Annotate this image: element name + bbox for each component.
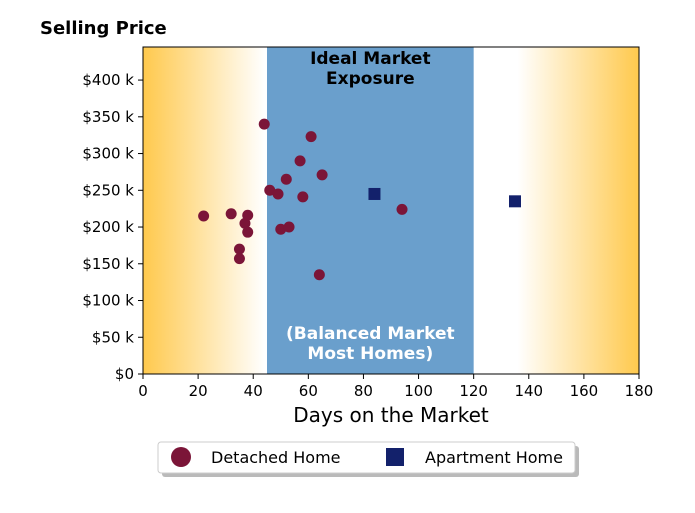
legend: Detached Home Apartment Home [157, 441, 579, 477]
detached-home-point [305, 131, 317, 143]
y-tick-label: $50 k [92, 328, 134, 346]
x-axis-label: Days on the Market [293, 403, 489, 427]
x-tick-label: 160 [570, 382, 599, 400]
legend-label-detached: Detached Home [211, 448, 341, 467]
y-tick-label: $200 k [82, 218, 134, 236]
detached-home-point [264, 184, 276, 196]
y-tick-label: $150 k [82, 255, 134, 273]
x-tick-label: 80 [354, 382, 373, 400]
legend-box [157, 441, 576, 474]
detached-home-point [294, 155, 306, 167]
y-tick-label: $400 k [82, 71, 134, 89]
x-tick-label: 100 [404, 382, 433, 400]
data-points [198, 118, 521, 281]
x-tick-label: 140 [514, 382, 543, 400]
x-tick-label: 20 [189, 382, 208, 400]
detached-home-point [225, 208, 237, 220]
y-tick-label: $0 [115, 365, 134, 383]
x-tick-label: 0 [138, 382, 148, 400]
band-bottom-label-line: Most Homes) [307, 344, 433, 364]
detached-home-point [242, 226, 254, 238]
detached-home-point [396, 203, 408, 215]
band-top-label-line: Exposure [326, 69, 415, 89]
legend-marker-apartment [386, 448, 404, 466]
x-tick-label: 60 [299, 382, 318, 400]
y-tick-label: $250 k [82, 181, 134, 199]
detached-home-point [233, 243, 245, 255]
detached-home-point [280, 173, 292, 185]
detached-home-point [297, 191, 309, 203]
axes: 0 20 40 60 80 100 120 140 160 180 $0 $50 k $100 k $15… [82, 46, 654, 400]
x-tick-label: 40 [244, 382, 263, 400]
detached-home-point [258, 118, 270, 130]
ideal-exposure-band [267, 47, 474, 374]
detached-home-point [275, 223, 287, 235]
legend-label-apartment: Apartment Home [425, 448, 563, 467]
band-bottom-label-line: (Balanced Market [286, 324, 455, 344]
y-tick-label: $350 k [82, 108, 134, 126]
detached-home-point [233, 253, 245, 265]
plot-frame [142, 46, 640, 375]
detached-home-point [316, 169, 328, 181]
apartment-home-point [509, 195, 521, 208]
x-tick-label: 120 [459, 382, 488, 400]
y-tick-label: $300 k [82, 145, 134, 163]
detached-home-point [198, 210, 210, 222]
detached-home-point [283, 221, 295, 233]
band-top-label-line: Ideal Market [310, 49, 431, 69]
apartment-home-point [368, 187, 381, 200]
legend-marker-detached [171, 447, 191, 467]
detached-home-point [313, 269, 325, 281]
x-tick-label: 180 [625, 382, 654, 400]
y-tick-label: $100 k [82, 292, 134, 310]
detached-home-point [272, 188, 284, 200]
chart-title: Selling Price [40, 18, 167, 39]
detached-home-point [242, 209, 254, 221]
